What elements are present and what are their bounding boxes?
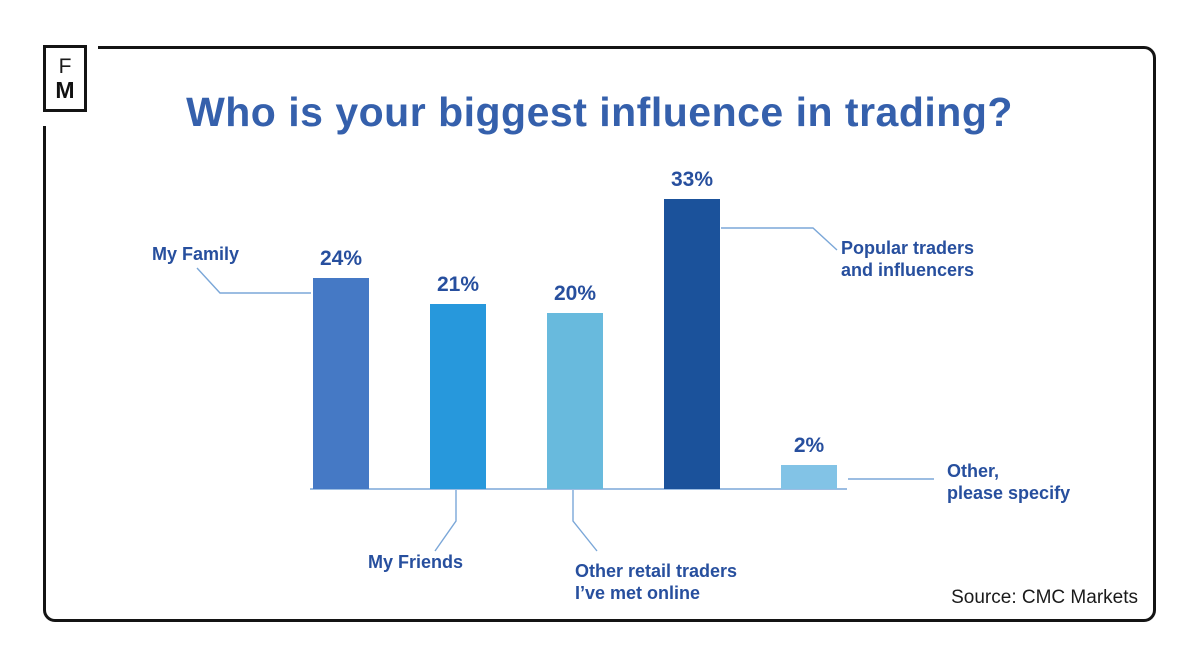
callout-my-friends: My Friends	[368, 551, 463, 573]
bar-value-label: 33%	[670, 168, 714, 191]
bar-group-popular-traders: 33%	[664, 168, 720, 489]
callout-line: Other,	[947, 461, 1000, 481]
bar-value-label: 24%	[319, 247, 363, 270]
bar-retail-traders	[547, 313, 603, 489]
callout-other-specify: Other, please specify	[947, 460, 1070, 504]
logo-letter-m: M	[55, 76, 75, 103]
callout-line: Popular traders	[841, 238, 975, 258]
bar-other-specify	[781, 465, 837, 489]
bar-my-family	[313, 278, 369, 489]
fm-logo: F M	[43, 45, 87, 112]
chart-title: Who is your biggest influence in trading…	[186, 89, 1013, 135]
bar-value-label: 20%	[553, 282, 597, 305]
callout-popular-traders: Popular traders and influencers	[841, 237, 974, 281]
callout-line: My Friends	[368, 552, 464, 572]
bar-value-label: 2%	[793, 434, 825, 457]
callout-retail-traders: Other retail traders I’ve met online	[575, 560, 737, 604]
bar-value-label: 21%	[436, 273, 480, 296]
bar-my-friends	[430, 304, 486, 489]
bar-group-other-specify: 2%	[781, 434, 837, 489]
bar-group-retail-traders: 20%	[547, 282, 603, 489]
callout-line: please specify	[947, 483, 1071, 503]
logo-letter-f: F	[58, 54, 72, 78]
bar-group-my-friends: 21%	[430, 273, 486, 489]
callout-line: and influencers	[841, 260, 975, 280]
callout-my-family: My Family	[152, 243, 239, 265]
callout-line: I’ve met online	[575, 583, 701, 603]
bar-popular-traders	[664, 199, 720, 489]
callout-line: My Family	[152, 244, 240, 264]
bar-group-my-family: 24%	[313, 247, 369, 489]
callout-line: Other retail traders	[575, 561, 738, 581]
source-attribution: Source: CMC Markets	[951, 587, 1138, 608]
